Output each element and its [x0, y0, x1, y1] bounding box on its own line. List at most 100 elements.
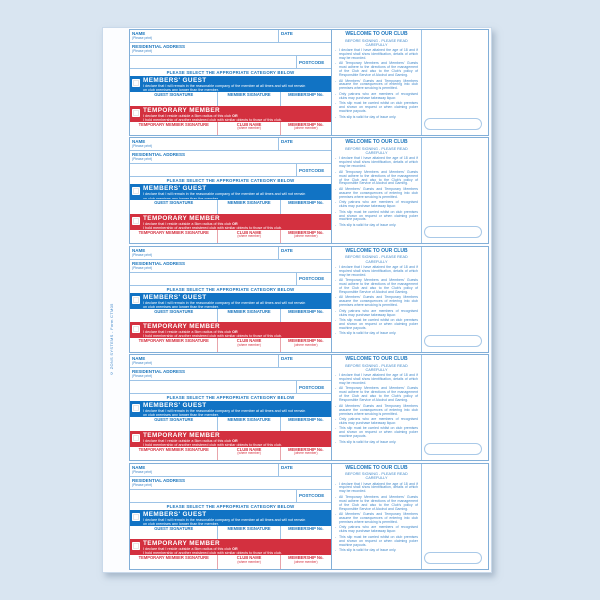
welcome-bullet: - This slip is valid for day of issue onl…	[335, 222, 397, 227]
sign-in-slip: NAME (Please print) DATE RESIDENTIAL ADD…	[129, 29, 489, 136]
temporary-member-band: TEMPORARY MEMBER I declare that I reside…	[130, 539, 331, 556]
member-signature-field[interactable]: MEMBER SIGNATURE	[218, 200, 281, 214]
members-guest-declaration-line1: I declare that I will remain in the reas…	[143, 84, 306, 88]
address-field[interactable]: RESIDENTIAL ADDRESS (Please print)	[130, 43, 331, 55]
date-field[interactable]: DATE	[279, 138, 331, 150]
welcome-notice: WELCOME TO OUR CLUB BEFORE SIGNING - PLE…	[332, 246, 422, 352]
club-name-field[interactable]: CLUB NAME (where member)	[218, 338, 281, 352]
temporary-member-signature-field[interactable]: TEMPORARY MEMBER SIGNATURE	[130, 121, 219, 135]
name-field[interactable]: NAME (Please print)	[130, 246, 279, 259]
address-continued-field[interactable]	[130, 381, 297, 394]
temporary-member-title: TEMPORARY MEMBER	[143, 214, 221, 222]
address-label: RESIDENTIAL ADDRESS	[132, 477, 186, 483]
members-guest-checkbox[interactable]	[132, 187, 140, 196]
name-label: NAME	[132, 247, 146, 253]
members-guest-declaration-line2: on club premises any longer than the mem…	[143, 88, 219, 91]
membership-no-field[interactable]: MEMBERSHIP No.	[288, 308, 324, 314]
sign-in-slip: NAME (Please print) DATE RESIDENTIAL ADD…	[129, 137, 489, 245]
name-field[interactable]: NAME (Please print)	[130, 355, 279, 368]
date-field[interactable]: DATE	[279, 30, 331, 42]
address-continued-field[interactable]	[130, 56, 297, 68]
members-guest-title: MEMBERS' GUEST	[143, 402, 207, 410]
guest-signature-field[interactable]: GUEST SIGNATURE	[130, 525, 219, 540]
club-name-field[interactable]: CLUB NAME (where member)	[218, 446, 281, 461]
address-field[interactable]: RESIDENTIAL ADDRESS (Please print)	[130, 368, 331, 380]
temporary-membership-no-field[interactable]: MEMBERSHIP No. (where member)	[288, 446, 324, 456]
date-label: DATE	[281, 31, 293, 36]
date-label: DATE	[281, 464, 293, 470]
address-label: RESIDENTIAL ADDRESS	[132, 260, 186, 266]
date-label: DATE	[281, 247, 293, 253]
name-field[interactable]: NAME (Please print)	[130, 138, 279, 151]
members-guest-checkbox[interactable]	[132, 79, 140, 87]
address-field[interactable]: RESIDENTIAL ADDRESS (Please print)	[130, 151, 331, 163]
postcode-field[interactable]: POSTCODE	[297, 56, 331, 68]
club-name-field[interactable]: CLUB NAME (where member)	[218, 555, 281, 569]
name-field[interactable]: NAME (Please print)	[130, 30, 279, 42]
postcode-field[interactable]: POSTCODE	[297, 164, 331, 176]
guest-signature-field[interactable]: GUEST SIGNATURE	[130, 308, 219, 323]
members-guest-declaration-line2: on club premises any longer than the mem…	[143, 521, 219, 525]
name-label: NAME	[132, 356, 146, 362]
address-continued-field[interactable]	[130, 489, 297, 502]
address-label: RESIDENTIAL ADDRESS	[132, 152, 186, 158]
temporary-membership-no-field[interactable]: MEMBERSHIP No. (where member)	[288, 121, 324, 131]
member-signature-field[interactable]: MEMBER SIGNATURE	[218, 525, 281, 540]
address-continued-field[interactable]	[130, 164, 297, 177]
address-continued-field[interactable]	[130, 272, 297, 285]
membership-no-field[interactable]: MEMBERSHIP No.	[288, 417, 324, 423]
slip-fields: NAME (Please print) DATE RESIDENTIAL ADD…	[130, 246, 332, 352]
temporary-member-signature-field[interactable]: TEMPORARY MEMBER SIGNATURE	[130, 338, 219, 352]
category-header: PLEASE SELECT THE APPROPRIATE CATEGORY B…	[166, 286, 295, 292]
membership-no-field[interactable]: MEMBERSHIP No.	[288, 525, 324, 531]
stamp-box	[424, 118, 482, 130]
temporary-member-checkbox[interactable]	[132, 542, 140, 551]
guest-signature-field[interactable]: GUEST SIGNATURE	[130, 92, 219, 106]
temporary-membership-no-field[interactable]: MEMBERSHIP No. (where member)	[288, 229, 324, 239]
welcome-bullet: - This slip must be carried whilst on clu…	[335, 101, 418, 114]
membership-no-field[interactable]: MEMBERSHIP No.	[288, 200, 324, 206]
address-field[interactable]: RESIDENTIAL ADDRESS (Please print)	[130, 260, 331, 272]
guest-signature-field[interactable]: GUEST SIGNATURE	[130, 200, 219, 214]
welcome-bullet: - This slip must be carried whilst on clu…	[335, 426, 418, 439]
temporary-member-signature-field[interactable]: TEMPORARY MEMBER SIGNATURE	[130, 446, 219, 461]
postcode-field[interactable]: POSTCODE	[297, 490, 331, 502]
temporary-member-signature-field[interactable]: TEMPORARY MEMBER SIGNATURE	[130, 229, 219, 244]
temporary-membership-no-field[interactable]: MEMBERSHIP No. (where member)	[288, 555, 324, 564]
category-header: PLEASE SELECT THE APPROPRIATE CATEGORY B…	[166, 178, 295, 184]
temporary-member-checkbox[interactable]	[132, 216, 140, 225]
members-guest-checkbox[interactable]	[132, 404, 140, 413]
category-header: PLEASE SELECT THE APPROPRIATE CATEGORY B…	[166, 503, 295, 509]
postcode-label: POSTCODE	[299, 59, 325, 65]
temporary-member-signature-field[interactable]: TEMPORARY MEMBER SIGNATURE	[130, 555, 219, 569]
club-name-field[interactable]: CLUB NAME (where member)	[218, 121, 281, 135]
name-field[interactable]: NAME (Please print)	[130, 463, 279, 476]
members-guest-checkbox[interactable]	[132, 295, 140, 304]
temporary-membership-no-field[interactable]: MEMBERSHIP No. (where member)	[288, 338, 324, 347]
members-guest-declaration-line1: I declare that I will remain in the reas…	[143, 517, 306, 522]
postcode-field[interactable]: POSTCODE	[297, 273, 331, 285]
date-field[interactable]: DATE	[279, 247, 331, 259]
welcome-title: WELCOME TO OUR CLUB	[345, 139, 408, 146]
slip-fields: NAME (Please print) DATE RESIDENTIAL ADD…	[130, 30, 332, 135]
welcome-subtitle: BEFORE SIGNING - PLEASE READ CAREFULLY	[345, 255, 408, 264]
date-field[interactable]: DATE	[279, 355, 331, 367]
member-signature-field[interactable]: MEMBER SIGNATURE	[218, 92, 281, 106]
club-name-field[interactable]: CLUB NAME (where member)	[218, 229, 281, 244]
guest-signature-field[interactable]: GUEST SIGNATURE	[130, 417, 219, 431]
address-field[interactable]: RESIDENTIAL ADDRESS (Please print)	[130, 477, 331, 489]
member-signature-field[interactable]: MEMBER SIGNATURE	[218, 417, 281, 431]
welcome-bullet: - Only patrons who are members of recogni…	[335, 308, 418, 317]
temporary-member-title: TEMPORARY MEMBER	[143, 323, 221, 331]
welcome-notice: WELCOME TO OUR CLUB BEFORE SIGNING - PLE…	[332, 138, 422, 244]
temporary-member-checkbox[interactable]	[132, 108, 140, 117]
member-signature-field[interactable]: MEMBER SIGNATURE	[218, 308, 281, 323]
temporary-member-checkbox[interactable]	[132, 325, 140, 334]
welcome-bullets: -I declare that I have attained the age …	[335, 373, 418, 444]
members-guest-checkbox[interactable]	[132, 512, 140, 521]
membership-no-field[interactable]: MEMBERSHIP No.	[288, 92, 324, 97]
postcode-field[interactable]: POSTCODE	[297, 381, 331, 393]
welcome-bullet: -I declare that I have attained the age …	[335, 373, 418, 385]
temporary-member-checkbox[interactable]	[132, 433, 140, 442]
date-field[interactable]: DATE	[279, 464, 331, 476]
